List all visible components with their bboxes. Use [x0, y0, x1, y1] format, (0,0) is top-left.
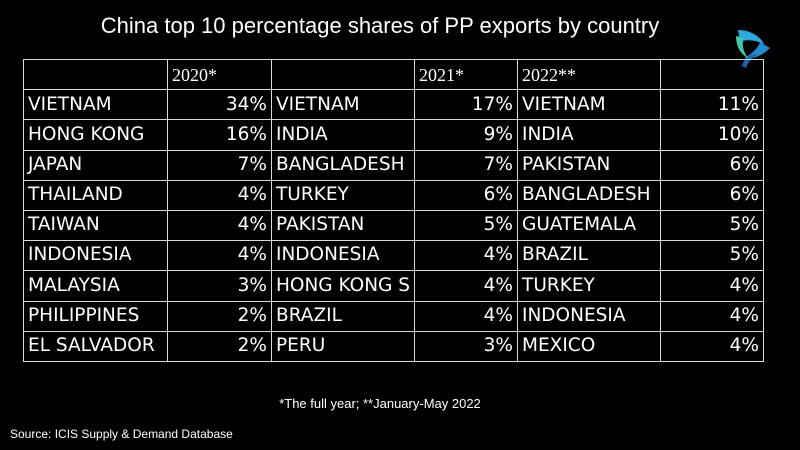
header-cell: 2021*: [414, 58, 519, 91]
header-cell: 2020*: [167, 58, 272, 91]
share-value-cell: 34%: [167, 89, 272, 121]
share-value-cell: 3%: [414, 330, 519, 362]
country-cell: PHILIPPINES: [23, 300, 168, 332]
share-value-cell: 10%: [660, 119, 765, 151]
share-value-cell: 6%: [660, 179, 765, 211]
country-cell: BRAZIL: [270, 300, 416, 332]
share-value-cell: 16%: [167, 119, 272, 151]
share-value-cell: 5%: [660, 240, 765, 272]
country-cell: BANGLADESH: [517, 179, 662, 211]
table-row: JAPAN 7% BANGLADESH 7% PAKISTAN 6%: [23, 149, 765, 181]
country-cell: THAILAND: [23, 179, 168, 211]
share-value-cell: 4%: [167, 179, 272, 211]
table-row: INDONESIA 4% INDONESIA 4% BRAZIL 5%: [23, 240, 765, 272]
share-value-cell: 4%: [167, 209, 272, 242]
country-cell: HONG KONG: [23, 119, 168, 151]
share-value-cell: 4%: [660, 330, 765, 362]
share-value-cell: 11%: [660, 89, 765, 121]
country-cell: GUATEMALA: [517, 209, 662, 242]
table-row: VIETNAM 34% VIETNAM 17% VIETNAM 11%: [23, 89, 765, 121]
country-cell: MALAYSIA: [23, 270, 168, 302]
country-cell: INDIA: [270, 119, 416, 151]
logo-petal-right: [744, 42, 770, 59]
country-cell: VIETNAM: [270, 89, 416, 121]
share-value-cell: 4%: [660, 270, 765, 302]
country-cell: PERU: [270, 330, 416, 362]
share-value-cell: 7%: [414, 149, 519, 181]
country-cell: INDIA: [517, 119, 662, 151]
share-value-cell: 6%: [414, 179, 519, 211]
share-value-cell: 5%: [660, 209, 765, 242]
share-value-cell: 6%: [660, 149, 765, 181]
country-cell: EL SALVADOR: [23, 330, 168, 362]
header-cell: [23, 58, 168, 91]
table-row: PHILIPPINES 2% BRAZIL 4% INDONESIA 4%: [23, 300, 765, 332]
header-cell: 2022**: [517, 58, 662, 91]
country-cell: INDONESIA: [23, 240, 168, 272]
header-cell: [270, 58, 416, 91]
share-value-cell: 4%: [414, 300, 519, 332]
table-row: MALAYSIA 3% HONG KONG S 4% TURKEY 4%: [23, 270, 765, 302]
logo-petal-left: [736, 36, 748, 58]
country-cell: VIETNAM: [23, 89, 168, 121]
table-row: THAILAND 4% TURKEY 6% BANGLADESH 6%: [23, 179, 765, 211]
table-row: TAIWAN 4% PAKISTAN 5% GUATEMALA 5%: [23, 209, 765, 242]
logo-petal-top: [738, 30, 764, 44]
share-value-cell: 4%: [414, 270, 519, 302]
footnote: *The full year; **January-May 2022: [279, 396, 481, 411]
share-value-cell: 17%: [414, 89, 519, 121]
country-cell: VIETNAM: [517, 89, 662, 121]
country-cell: BANGLADESH: [270, 149, 416, 181]
country-cell: MEXICO: [517, 330, 662, 362]
share-value-cell: 2%: [167, 330, 272, 362]
share-value-cell: 4%: [660, 300, 765, 332]
country-cell: BRAZIL: [517, 240, 662, 272]
share-value-cell: 9%: [414, 119, 519, 151]
exports-share-table: 2020* 2021* 2022** VIETNAM 34% VIETNAM 17% VIET…: [23, 58, 765, 362]
share-value-cell: 2%: [167, 300, 272, 332]
country-cell: HONG KONG S: [270, 270, 416, 302]
source-note: Source: ICIS Supply & Demand Database: [10, 427, 233, 441]
chart-title: China top 10 percentage shares of PP exp…: [100, 13, 660, 38]
share-value-cell: 4%: [167, 240, 272, 272]
country-cell: JAPAN: [23, 149, 168, 181]
share-value-cell: 5%: [414, 209, 519, 242]
country-cell: PAKISTAN: [270, 209, 416, 242]
share-value-cell: 7%: [167, 149, 272, 181]
country-cell: INDONESIA: [517, 300, 662, 332]
header-cell: [660, 58, 765, 91]
country-cell: INDONESIA: [270, 240, 416, 272]
table-row: EL SALVADOR 2% PERU 3% MEXICO 4%: [23, 330, 765, 362]
table-header-row: 2020* 2021* 2022**: [23, 58, 765, 91]
country-cell: PAKISTAN: [517, 149, 662, 181]
table-row: HONG KONG 16% INDIA 9% INDIA 10%: [23, 119, 765, 151]
country-cell: TURKEY: [270, 179, 416, 211]
country-cell: TAIWAN: [23, 209, 168, 242]
share-value-cell: 3%: [167, 270, 272, 302]
country-cell: TURKEY: [517, 270, 662, 302]
share-value-cell: 4%: [414, 240, 519, 272]
